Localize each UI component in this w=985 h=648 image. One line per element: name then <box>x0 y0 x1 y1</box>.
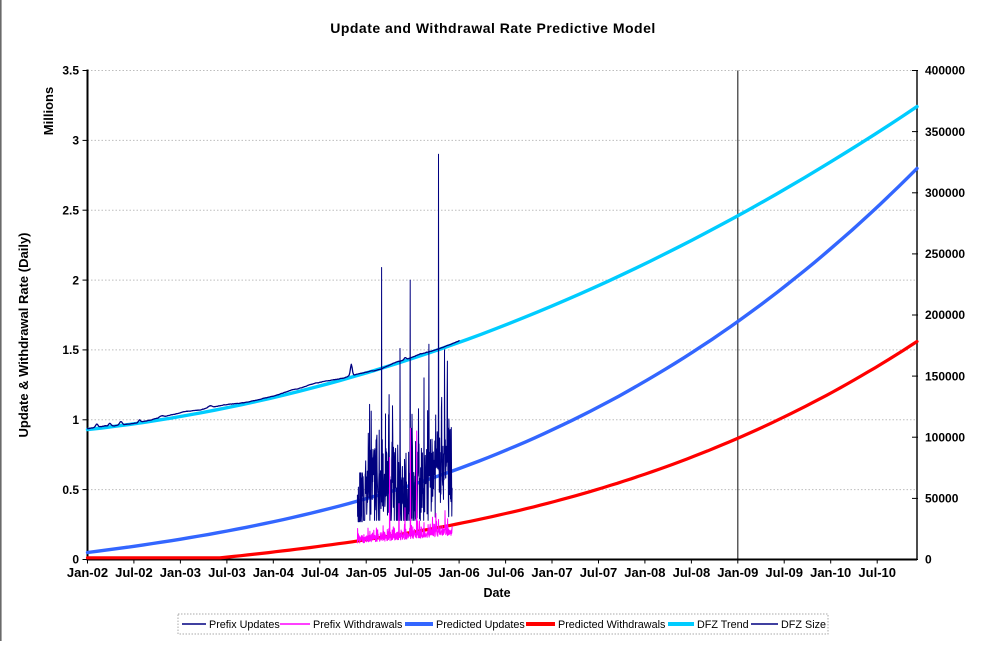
svg-text:200000: 200000 <box>925 308 965 322</box>
svg-text:0: 0 <box>72 553 79 567</box>
svg-text:Jul-06: Jul-06 <box>487 565 525 580</box>
svg-text:Jul-03: Jul-03 <box>208 565 246 580</box>
svg-text:2: 2 <box>72 273 79 287</box>
svg-text:100000: 100000 <box>925 430 965 444</box>
svg-text:Prefix Updates: Prefix Updates <box>209 619 280 631</box>
svg-text:Millions: Millions <box>41 87 56 135</box>
svg-text:250000: 250000 <box>925 247 965 261</box>
svg-text:300000: 300000 <box>925 186 965 200</box>
svg-text:Update & Withdrawal Rate (Dail: Update & Withdrawal Rate (Daily) <box>16 232 31 437</box>
svg-text:0.5: 0.5 <box>62 483 79 497</box>
svg-text:3: 3 <box>72 134 79 148</box>
svg-text:Jul-09: Jul-09 <box>765 565 803 580</box>
svg-text:Jul-02: Jul-02 <box>115 565 153 580</box>
svg-text:Jul-07: Jul-07 <box>580 565 618 580</box>
svg-text:Jan-09: Jan-09 <box>717 565 758 580</box>
svg-text:1.5: 1.5 <box>62 343 79 357</box>
svg-text:Jul-08: Jul-08 <box>673 565 711 580</box>
svg-text:Jan-10: Jan-10 <box>810 565 851 580</box>
svg-text:Predicted Updates: Predicted Updates <box>436 619 525 631</box>
svg-text:350000: 350000 <box>925 125 965 139</box>
svg-text:Jan-08: Jan-08 <box>624 565 665 580</box>
svg-text:150000: 150000 <box>925 369 965 383</box>
svg-text:3.5: 3.5 <box>62 64 79 78</box>
svg-text:Jul-04: Jul-04 <box>301 565 339 580</box>
svg-text:Jan-04: Jan-04 <box>253 565 295 580</box>
svg-text:Jan-03: Jan-03 <box>160 565 201 580</box>
svg-text:50000: 50000 <box>925 492 959 506</box>
svg-text:DFZ Trend: DFZ Trend <box>697 619 749 631</box>
svg-text:Jan-05: Jan-05 <box>346 565 387 580</box>
svg-text:2.5: 2.5 <box>62 203 79 217</box>
svg-text:Update and Withdrawal Rate Pre: Update and Withdrawal Rate Predictive Mo… <box>330 20 656 36</box>
svg-text:400000: 400000 <box>925 64 965 78</box>
svg-text:Date: Date <box>483 586 510 600</box>
svg-text:Prefix Withdrawals: Prefix Withdrawals <box>313 619 403 631</box>
svg-text:Jan-07: Jan-07 <box>531 565 572 580</box>
svg-text:0: 0 <box>925 553 932 567</box>
svg-text:Jan-06: Jan-06 <box>438 565 479 580</box>
svg-text:DFZ Size: DFZ Size <box>781 619 826 631</box>
svg-text:1: 1 <box>72 413 79 427</box>
svg-text:Predicted Withdrawals: Predicted Withdrawals <box>558 619 666 631</box>
svg-text:Jan-02: Jan-02 <box>67 565 108 580</box>
svg-text:Jul-05: Jul-05 <box>394 565 432 580</box>
svg-text:Jul-10: Jul-10 <box>858 565 896 580</box>
